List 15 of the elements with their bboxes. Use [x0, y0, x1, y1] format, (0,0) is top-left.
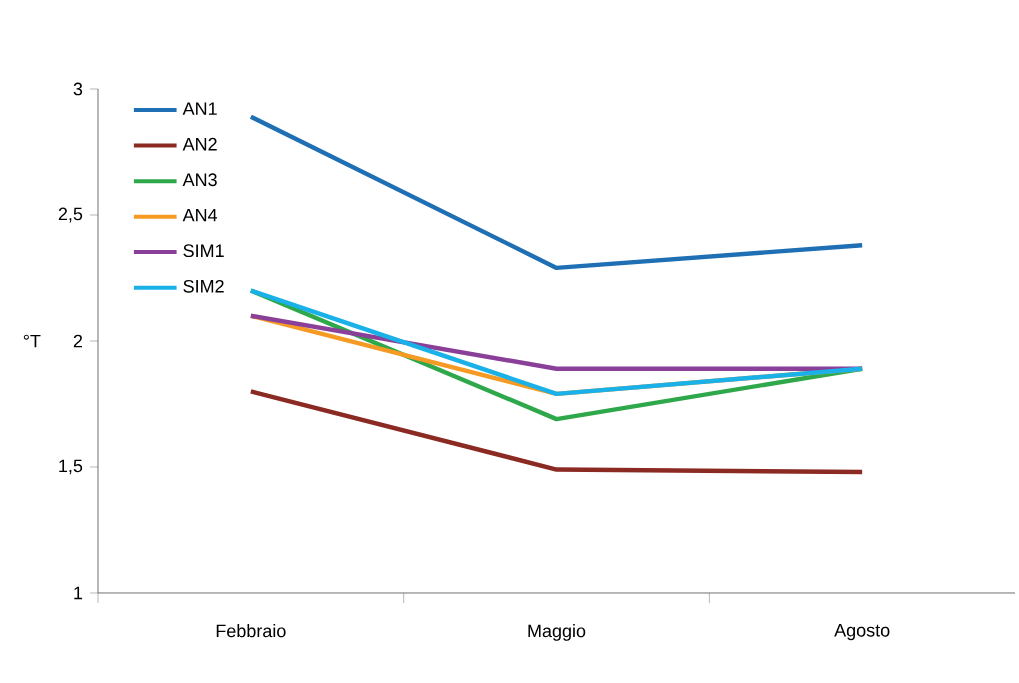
legend-label: SIM2	[183, 279, 224, 293]
y-tick-label: 2,5	[58, 207, 83, 223]
legend-label: SIM1	[183, 244, 224, 258]
x-tick-label: Maggio	[528, 624, 586, 641]
legend-label: AN2	[182, 137, 217, 151]
x-tick-label: Febbraio	[216, 624, 286, 638]
y-tick-label: 3	[73, 82, 83, 96]
legend-label: AN4	[182, 208, 218, 222]
y-tick-label: 1,5	[59, 459, 83, 475]
y-tick-label: 2	[73, 334, 83, 348]
x-tick-label: Agosto	[834, 624, 890, 641]
y-axis-title: °T	[23, 334, 41, 348]
legend-label: AN1	[182, 102, 217, 115]
y-tick-label: 1	[74, 586, 83, 600]
legend-label: AN3	[182, 173, 217, 187]
